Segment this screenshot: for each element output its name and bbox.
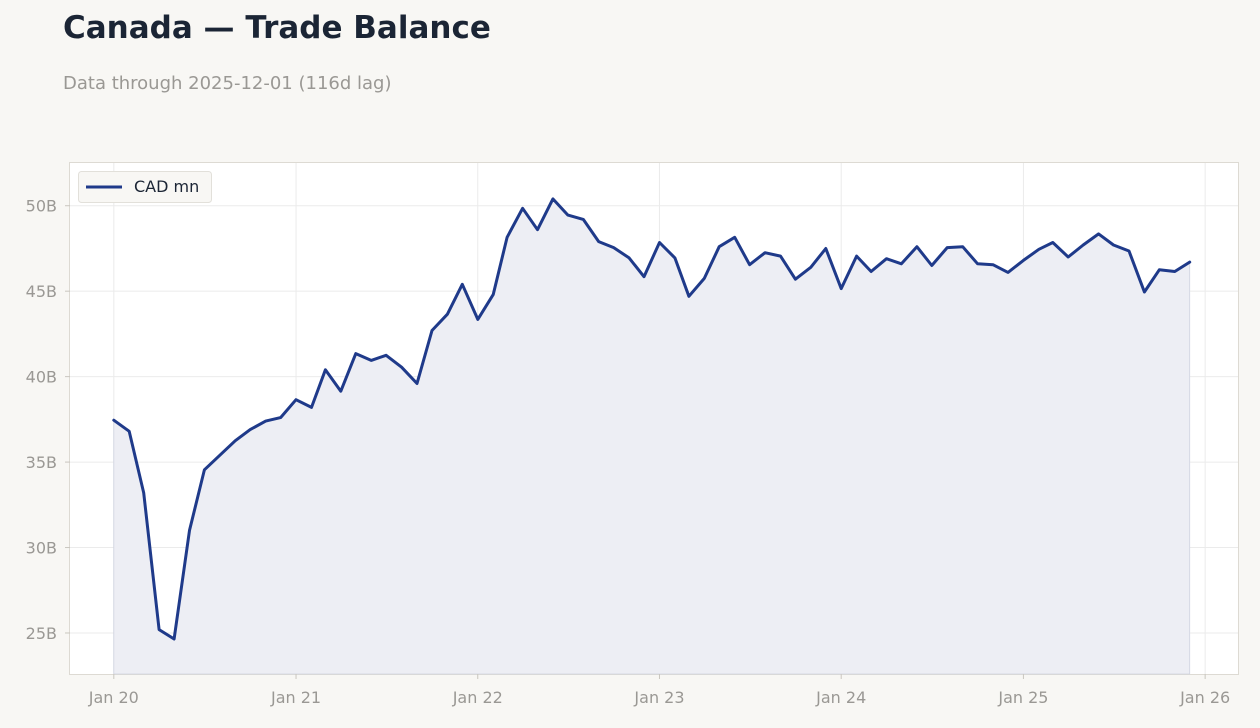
x-tick-label: Jan 25 xyxy=(997,688,1048,707)
x-tick-label: Jan 24 xyxy=(815,688,866,707)
y-tick-label: 35B xyxy=(26,453,57,472)
x-tick-label: Jan 22 xyxy=(452,688,503,707)
page-title: Canada — Trade Balance xyxy=(63,10,491,46)
y-axis: 25B 30B 35B 40B 45B 50B xyxy=(26,197,70,643)
x-tick-label: Jan 20 xyxy=(88,688,139,707)
x-axis: Jan 20 Jan 21 Jan 22 Jan 23 Jan 24 Jan 25 Jan … xyxy=(88,674,1230,707)
legend: CAD mn xyxy=(78,171,212,203)
legend-label: CAD mn xyxy=(134,177,199,196)
y-tick-label: 50B xyxy=(26,197,57,216)
y-tick-label: 30B xyxy=(26,539,57,558)
y-tick-label: 45B xyxy=(26,282,57,301)
x-tick-label: Jan 21 xyxy=(270,688,321,707)
series-line xyxy=(112,197,1192,641)
y-tick-label: 40B xyxy=(26,368,57,387)
x-tick-label: Jan 26 xyxy=(1179,688,1230,707)
x-tick-label: Jan 23 xyxy=(633,688,684,707)
page-subtitle: Data through 2025-12-01 (116d lag) xyxy=(63,73,392,94)
y-tick-label: 25B xyxy=(26,624,57,643)
legend-box xyxy=(78,171,212,203)
